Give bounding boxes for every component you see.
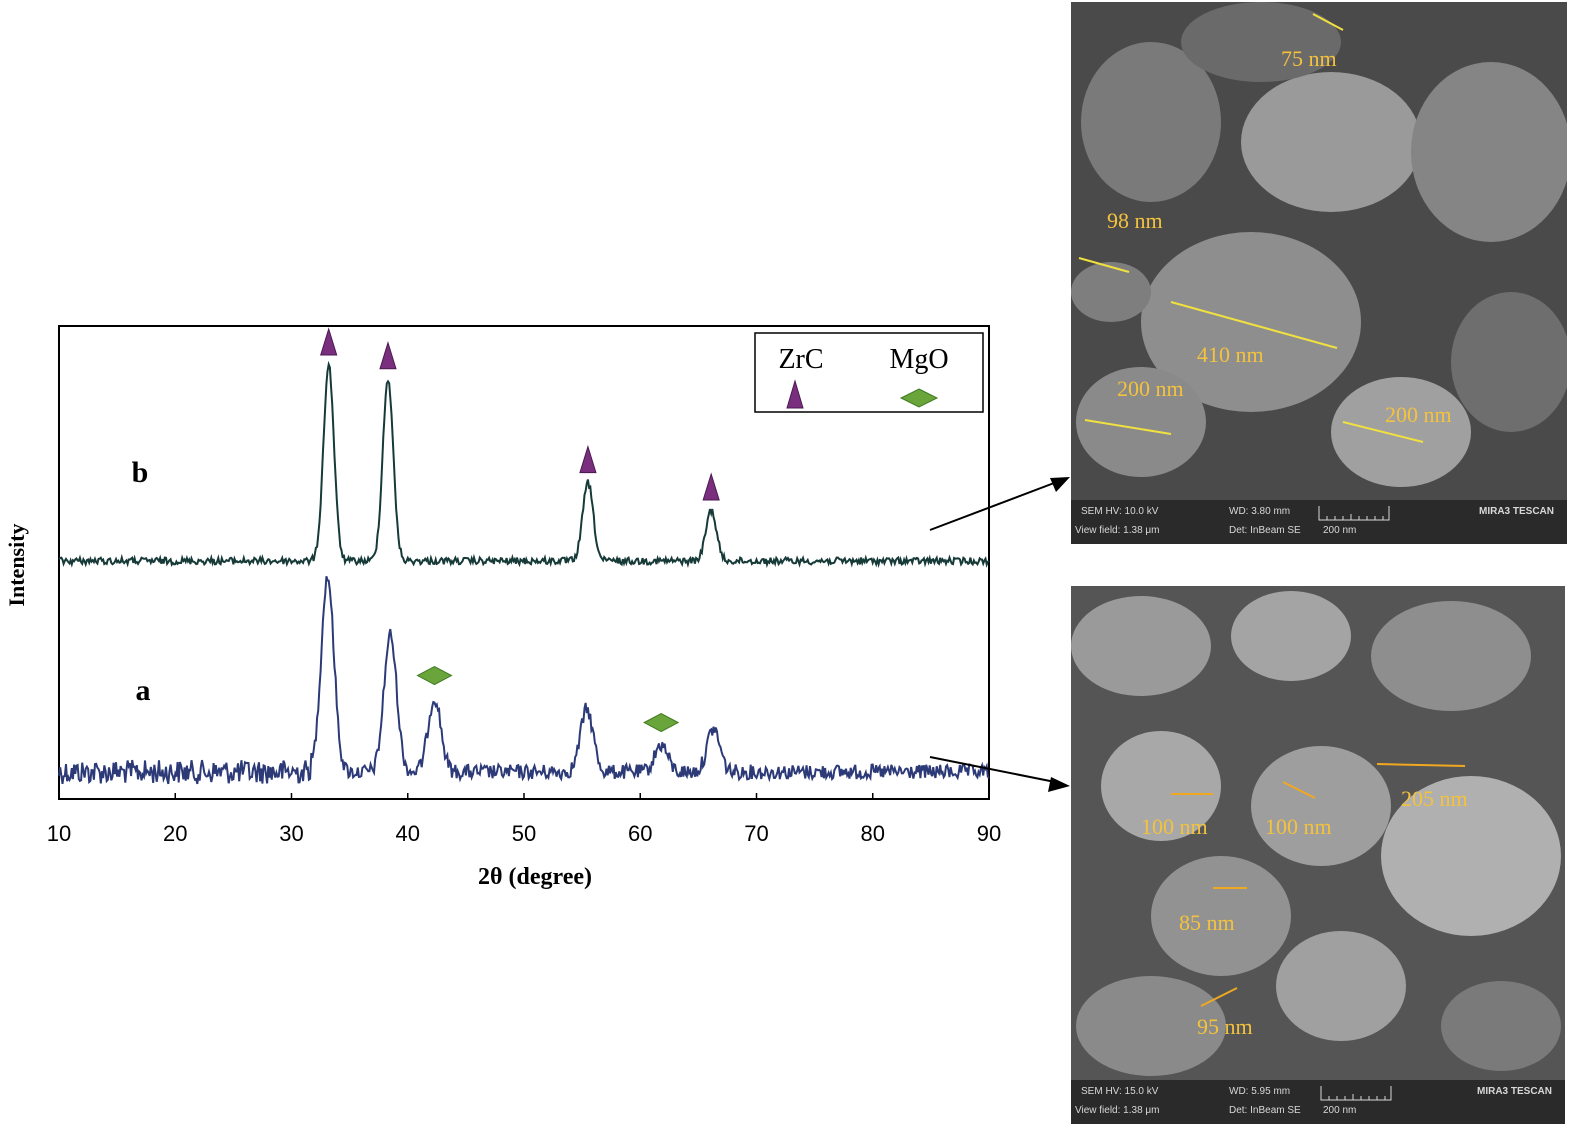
sem-detector: Det: InBeam SE bbox=[1229, 1105, 1301, 1116]
x-axis-title: 2θ (degree) bbox=[478, 864, 592, 890]
x-tick-label: 60 bbox=[628, 821, 652, 846]
y-axis-title: Intensity bbox=[4, 523, 29, 606]
arrow-line-b bbox=[929, 479, 1063, 531]
series-label-b: b bbox=[132, 456, 149, 489]
sem-hv: SEM HV: 10.0 kV bbox=[1081, 506, 1159, 517]
sem-image-a: 100 nm 100 nm 205 nm 85 nm 95 nm SEM HV:… bbox=[1071, 586, 1565, 1124]
sem-info-bar: SEM HV: 15.0 kV WD: 5.95 mm MIRA3 TESCAN… bbox=[1071, 1080, 1565, 1124]
x-tick-label: 20 bbox=[163, 821, 187, 846]
sem-brand: MIRA3 TESCAN bbox=[1479, 506, 1555, 517]
sem-scale-label: 200 nm bbox=[1323, 1105, 1357, 1116]
mgo-peak-marker bbox=[643, 712, 680, 733]
x-tick-label: 30 bbox=[279, 821, 303, 846]
series-label-a: a bbox=[136, 674, 151, 707]
measure-label: 85 nm bbox=[1179, 910, 1235, 935]
measure-label: 100 nm bbox=[1265, 814, 1332, 839]
sem-wd: WD: 5.95 mm bbox=[1229, 1086, 1291, 1097]
zrc-peak-marker bbox=[320, 327, 338, 356]
measure-label: 200 nm bbox=[1117, 376, 1184, 401]
xrd-chart: 10 20 30 40 50 60 70 80 90 2θ (degree) Intensity… bbox=[4, 325, 1070, 890]
sem-detector: Det: InBeam SE bbox=[1229, 525, 1301, 536]
legend-entry-zrc: ZrC bbox=[778, 344, 823, 375]
sem-info-bar: SEM HV: 10.0 kV WD: 3.80 mm MIRA3 TESCAN… bbox=[1071, 500, 1567, 544]
sem-view-field: View field: 1.38 μm bbox=[1075, 525, 1160, 536]
measure-label: 205 nm bbox=[1401, 786, 1468, 811]
zrc-peak-marker bbox=[579, 444, 597, 474]
mgo-peak-marker bbox=[416, 665, 453, 686]
x-tick-label: 10 bbox=[47, 821, 71, 846]
legend-diamond-icon bbox=[899, 388, 939, 408]
measure-label: 410 nm bbox=[1197, 342, 1264, 367]
x-tick-label: 50 bbox=[512, 821, 536, 846]
measure-label: 95 nm bbox=[1197, 1014, 1253, 1039]
legend: ZrC MgO bbox=[754, 332, 984, 413]
sem-scale-bar bbox=[1318, 506, 1390, 521]
series-line-b bbox=[58, 360, 990, 569]
measure-label: 75 nm bbox=[1281, 46, 1337, 71]
x-tick-label: 90 bbox=[977, 821, 1001, 846]
measure-label: 200 nm bbox=[1385, 402, 1452, 427]
zrc-peak-marker bbox=[379, 341, 397, 370]
measure-label: 98 nm bbox=[1107, 208, 1163, 233]
arrow-head-b bbox=[1050, 477, 1070, 492]
sem-wd: WD: 3.80 mm bbox=[1229, 506, 1291, 517]
zrc-peak-marker bbox=[702, 472, 720, 501]
x-tick-label: 80 bbox=[861, 821, 885, 846]
sem-scale-label: 200 nm bbox=[1323, 525, 1357, 536]
arrow-line-a bbox=[929, 756, 1061, 784]
x-tick-label: 70 bbox=[744, 821, 768, 846]
x-tick-label: 40 bbox=[396, 821, 420, 846]
sem-scale-bar bbox=[1320, 1086, 1392, 1101]
sem-image-b: 75 nm 98 nm 410 nm 200 nm 200 nm SEM HV:… bbox=[1071, 2, 1567, 544]
sem-hv: SEM HV: 15.0 kV bbox=[1081, 1086, 1159, 1097]
legend-entry-mgo: MgO bbox=[889, 344, 948, 375]
measure-label: 100 nm bbox=[1141, 814, 1208, 839]
arrow-head-a bbox=[1048, 777, 1070, 792]
series-line-a bbox=[58, 576, 990, 785]
sem-view-field: View field: 1.38 μm bbox=[1075, 1105, 1160, 1116]
legend-triangle-icon bbox=[786, 379, 804, 409]
sem-brand: MIRA3 TESCAN bbox=[1477, 1086, 1553, 1097]
